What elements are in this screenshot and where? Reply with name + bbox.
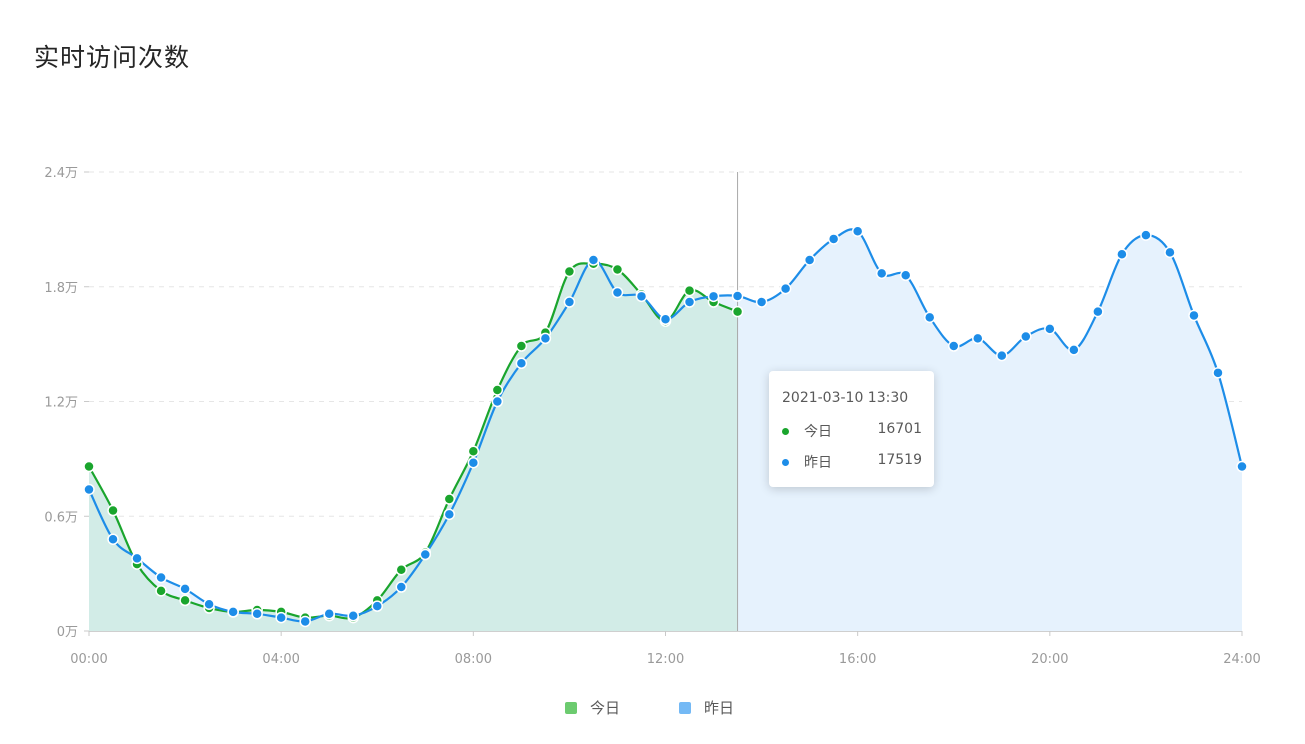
data-point[interactable]: [803, 254, 816, 266]
data-point[interactable]: [515, 357, 528, 369]
data-point[interactable]: [467, 456, 480, 469]
data-point[interactable]: [83, 483, 95, 496]
data-point[interactable]: [83, 460, 95, 473]
data-point[interactable]: [203, 598, 215, 610]
tooltip-row-yesterday: 昨日 17519: [782, 452, 922, 472]
y-tick-label: 1.2万: [44, 396, 78, 411]
tooltip-time: 2021-03-10 13:30: [782, 390, 909, 406]
data-point[interactable]: [179, 583, 191, 595]
data-point[interactable]: [972, 332, 984, 345]
x-tick-label: 12:00: [647, 652, 684, 667]
data-point[interactable]: [587, 254, 600, 266]
legend-item-yesterday[interactable]: 昨日: [679, 697, 749, 717]
data-point[interactable]: [827, 233, 840, 245]
data-point[interactable]: [1020, 330, 1032, 343]
data-point[interactable]: [683, 296, 696, 308]
tooltip: 2021-03-10 13:30 今日 16701 昨日 17519: [769, 371, 934, 487]
tooltip-series-name: 今日: [804, 424, 832, 440]
data-point[interactable]: [131, 552, 143, 565]
data-point[interactable]: [731, 290, 744, 302]
data-point[interactable]: [1044, 323, 1056, 335]
data-point[interactable]: [899, 269, 912, 282]
legend-swatch-icon: [679, 702, 691, 714]
data-point[interactable]: [371, 600, 383, 612]
tooltip-dot-icon: [782, 428, 789, 435]
data-point[interactable]: [227, 606, 239, 618]
data-point[interactable]: [323, 608, 335, 620]
data-point[interactable]: [251, 608, 263, 620]
data-point[interactable]: [683, 284, 696, 297]
x-tick-label: 08:00: [455, 652, 492, 667]
x-tick-label: 20:00: [1031, 652, 1068, 667]
data-point[interactable]: [779, 282, 792, 295]
data-point[interactable]: [515, 340, 528, 352]
data-point[interactable]: [948, 340, 960, 352]
tooltip-row-today: 今日 16701: [782, 421, 922, 441]
tooltip-dot-icon: [782, 459, 789, 466]
y-tick-label: 2.4万: [44, 166, 78, 181]
y-axis: 0万 0.6万 1.2万 1.8万 2.4万: [44, 166, 89, 640]
data-point[interactable]: [1164, 246, 1176, 259]
data-point[interactable]: [1116, 248, 1128, 260]
data-point[interactable]: [347, 609, 359, 622]
data-point[interactable]: [731, 305, 744, 318]
data-point[interactable]: [563, 265, 576, 278]
tooltip-series-value: 17519: [877, 452, 922, 468]
y-tick-label: 1.8万: [44, 281, 78, 296]
data-point[interactable]: [419, 548, 432, 561]
data-point[interactable]: [395, 564, 408, 576]
data-point[interactable]: [467, 445, 480, 457]
data-point[interactable]: [491, 395, 504, 408]
data-point[interactable]: [755, 296, 768, 308]
x-tick-label: 00:00: [70, 652, 107, 667]
x-axis: 00:00 04:00 08:00 12:00 16:00 20:00 24:00: [70, 631, 1261, 667]
y-tick-label: 0.6万: [44, 510, 78, 525]
chart-title: 实时访问次数: [34, 43, 191, 72]
data-point[interactable]: [707, 290, 720, 303]
data-point[interactable]: [1212, 367, 1224, 379]
data-point[interactable]: [611, 263, 624, 276]
series-line: [88, 262, 738, 620]
data-point[interactable]: [659, 313, 672, 326]
series-areas: [89, 229, 1242, 631]
data-point[interactable]: [443, 493, 456, 505]
data-point[interactable]: [1068, 344, 1080, 356]
legend-label: 昨日: [704, 699, 735, 717]
data-point[interactable]: [875, 267, 888, 280]
legend-item-today[interactable]: 今日: [565, 697, 635, 717]
legend-swatch-icon: [565, 702, 577, 714]
data-point[interactable]: [491, 384, 504, 396]
data-point[interactable]: [299, 615, 311, 628]
data-point[interactable]: [155, 571, 167, 584]
data-point[interactable]: [851, 225, 864, 238]
x-tick-label: 24:00: [1223, 652, 1260, 667]
series-points[interactable]: [83, 225, 1248, 628]
data-point[interactable]: [443, 508, 456, 521]
data-point[interactable]: [1236, 460, 1248, 473]
data-point[interactable]: [563, 296, 576, 308]
data-point[interactable]: [923, 311, 936, 324]
data-point[interactable]: [1092, 305, 1104, 318]
data-point[interactable]: [395, 581, 408, 593]
data-point[interactable]: [179, 594, 191, 607]
data-point[interactable]: [539, 332, 552, 345]
series-area: [89, 263, 738, 631]
tooltip-series-value: 16701: [877, 421, 922, 437]
data-point[interactable]: [107, 504, 119, 517]
data-point[interactable]: [1188, 309, 1200, 322]
x-tick-label: 04:00: [262, 652, 299, 667]
data-point[interactable]: [107, 533, 119, 545]
data-point[interactable]: [1140, 229, 1152, 241]
data-point[interactable]: [155, 585, 167, 597]
tooltip-series-name: 昨日: [804, 455, 832, 471]
data-point[interactable]: [275, 611, 287, 624]
legend-label: 今日: [590, 699, 621, 717]
data-point[interactable]: [996, 349, 1008, 362]
y-tick-label: 0万: [57, 625, 78, 640]
data-point[interactable]: [611, 286, 624, 299]
data-point[interactable]: [635, 290, 648, 303]
x-tick-label: 16:00: [839, 652, 876, 667]
